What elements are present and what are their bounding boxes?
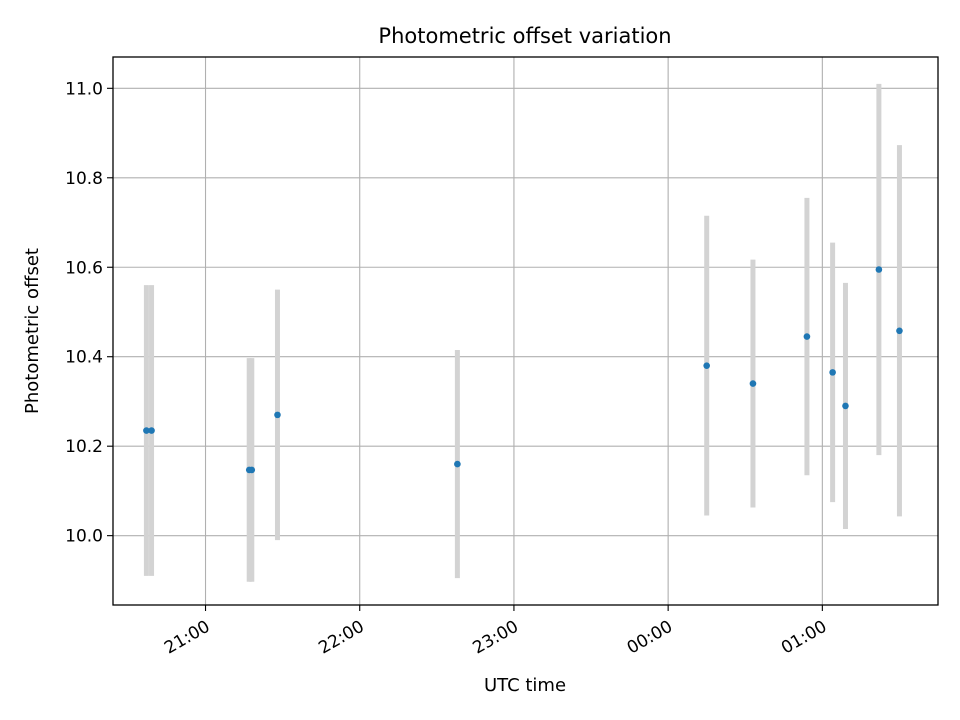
y-axis-label: Photometric offset bbox=[22, 248, 43, 414]
y-tick-label: 11.0 bbox=[65, 79, 103, 99]
data-point bbox=[875, 266, 883, 273]
data-point bbox=[842, 402, 849, 410]
y-tick-label: 10.0 bbox=[65, 527, 103, 547]
data-points bbox=[143, 266, 903, 474]
data-point bbox=[248, 466, 256, 474]
y-tick-label: 10.4 bbox=[65, 348, 103, 368]
y-tick-label: 10.2 bbox=[65, 437, 103, 457]
grid-lines bbox=[113, 57, 938, 605]
data-point bbox=[274, 411, 281, 419]
data-point bbox=[148, 427, 155, 434]
data-point bbox=[454, 460, 461, 468]
data-point bbox=[896, 327, 903, 335]
data-point bbox=[703, 362, 710, 369]
chart-title: Photometric offset variation bbox=[378, 24, 671, 48]
data-point bbox=[143, 427, 150, 434]
data-point bbox=[803, 333, 811, 340]
data-point bbox=[749, 380, 757, 387]
y-axis-ticks: 10.0 10.2 10.4 10.6 10.8 11.0 bbox=[65, 79, 113, 547]
data-point bbox=[829, 369, 836, 376]
y-tick-label: 10.8 bbox=[65, 169, 103, 189]
x-axis-label: UTC time bbox=[484, 675, 566, 696]
y-tick-label: 10.6 bbox=[65, 258, 103, 278]
plot-frame bbox=[112, 56, 939, 606]
